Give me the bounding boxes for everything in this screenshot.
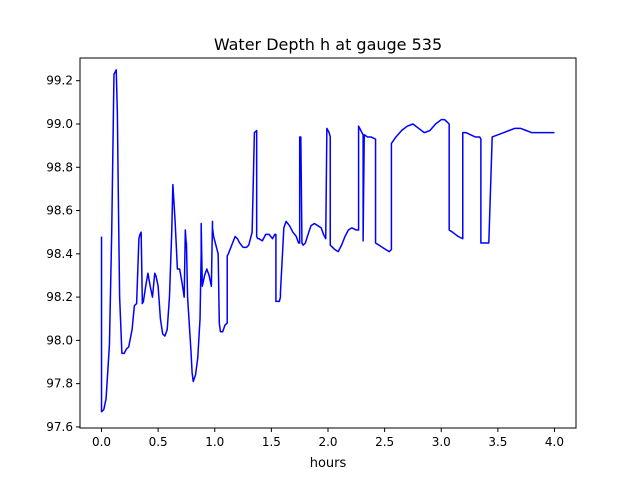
y-axis: 97.6 97.8 98.0 98.2 98.4 98.6 98.8 99.0 99.2 [46,74,80,434]
x-tick-label: 2.0 [318,435,337,449]
y-tick-label: 98.6 [46,204,73,218]
y-tick-label: 98.4 [46,247,73,261]
y-tick-label: 99.0 [46,117,73,131]
series-layer [100,69,555,413]
x-tick-label: 0.0 [92,435,111,449]
x-tick-label: 3.5 [488,435,507,449]
x-tick-label: 2.5 [375,435,394,449]
y-tick-label: 98.0 [46,333,73,347]
y-tick-label: 97.8 [46,377,73,391]
chart-title: Water Depth h at gauge 535 [214,35,442,54]
series-line-1 [100,69,555,413]
x-tick-label: 0.5 [149,435,168,449]
x-tick-label: 4.0 [545,435,564,449]
plot-frame [79,57,577,429]
x-axis: 0.0 0.5 1.0 1.5 2.0 2.5 3.0 3.5 4.0 [92,428,564,449]
x-tick-label: 1.0 [205,435,224,449]
y-tick-label: 99.2 [46,74,73,88]
x-axis-label: hours [310,456,347,471]
y-tick-label: 97.6 [46,420,73,434]
x-tick-label: 3.0 [432,435,451,449]
y-tick-label: 98.2 [46,290,73,304]
y-tick-label: 98.8 [46,160,73,174]
x-tick-label: 1.5 [262,435,281,449]
